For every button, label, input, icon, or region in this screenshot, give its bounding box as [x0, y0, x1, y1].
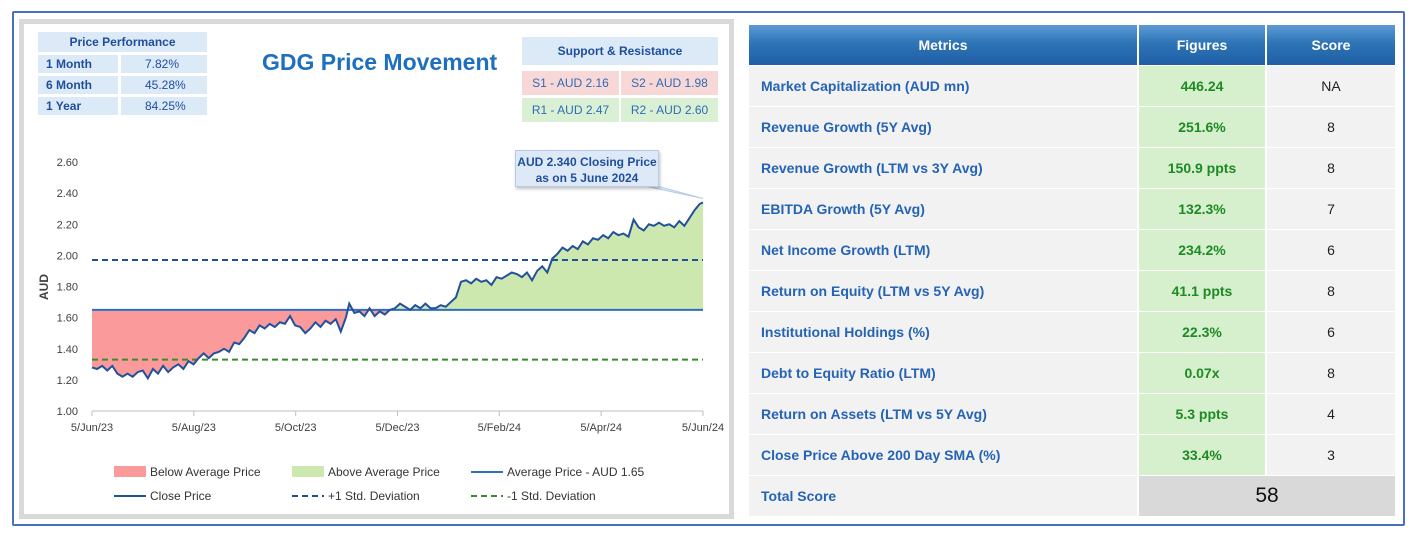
metric-name: Return on Assets (LTM vs 5Y Avg)	[749, 394, 1137, 434]
metric-score: 3	[1267, 435, 1395, 475]
callout-line-2: as on 5 June 2024	[535, 171, 639, 185]
below-average-area	[92, 309, 390, 379]
y-tick-label: 1.60	[57, 313, 78, 325]
perf-value-1m: 7.82%	[121, 55, 207, 73]
metric-name: Market Capitalization (AUD mn)	[749, 66, 1137, 106]
callout-line-1: AUD 2.340 Closing Price	[517, 155, 657, 169]
legend-label: -1 Std. Deviation	[507, 489, 596, 503]
perf-label-6m: 6 Month	[38, 76, 118, 94]
legend-label: Average Price - AUD 1.65	[507, 465, 645, 479]
total-score-value: 58	[1139, 476, 1395, 516]
total-score-label: Total Score	[749, 476, 1137, 516]
legend-swatch	[292, 466, 324, 477]
table-row: Market Capitalization (AUD mn) 446.24 NA	[749, 66, 1395, 106]
y-axis-label: AUD	[37, 274, 51, 300]
metric-score: 8	[1267, 107, 1395, 147]
callout-pointer	[644, 185, 704, 199]
x-tick-label: 5/Dec/23	[375, 422, 419, 434]
x-tick-label: 5/Feb/24	[478, 422, 521, 434]
table-row: EBITDA Growth (5Y Avg) 132.3% 7	[749, 189, 1395, 229]
price-performance-header: Price Performance	[38, 32, 207, 52]
table-row: Revenue Growth (5Y Avg) 251.6% 8	[749, 107, 1395, 147]
x-tick-label: 5/Jun/24	[682, 422, 724, 434]
chart-title: GDG Price Movement	[262, 49, 498, 75]
metric-name: Institutional Holdings (%)	[749, 312, 1137, 352]
metric-name: Net Income Growth (LTM)	[749, 230, 1137, 270]
perf-label-1y: 1 Year	[38, 97, 118, 115]
y-tick-label: 1.80	[57, 282, 78, 294]
metric-name: Close Price Above 200 Day SMA (%)	[749, 435, 1137, 475]
table-row: Debt to Equity Ratio (LTM) 0.07x 8	[749, 353, 1395, 393]
table-row: Return on Assets (LTM vs 5Y Avg) 5.3 ppts…	[749, 394, 1395, 434]
metric-score: 8	[1267, 148, 1395, 188]
perf-value-6m: 45.28%	[121, 76, 207, 94]
legend-label: Above Average Price	[328, 465, 440, 479]
y-tick-label: 2.60	[57, 157, 78, 169]
metric-figure: 251.6%	[1139, 107, 1265, 147]
metric-figure: 22.3%	[1139, 312, 1265, 352]
figures-header: Figures	[1139, 25, 1265, 65]
metrics-header: Metrics	[749, 25, 1137, 65]
x-tick-label: 5/Aug/23	[172, 422, 216, 434]
resistance-r1: R1 - AUD 2.47	[522, 98, 619, 122]
x-tick-label: 5/Jun/23	[71, 422, 113, 434]
y-tick-label: 2.40	[57, 188, 78, 200]
table-row: Institutional Holdings (%) 22.3% 6	[749, 312, 1395, 352]
support-s2: S2 - AUD 1.98	[621, 71, 718, 95]
metric-figure: 5.3 ppts	[1139, 394, 1265, 434]
y-tick-label: 2.00	[57, 250, 78, 262]
metric-score: 7	[1267, 189, 1395, 229]
metric-figure: 234.2%	[1139, 230, 1265, 270]
metric-score: 4	[1267, 394, 1395, 434]
y-tick-label: 2.20	[57, 219, 78, 231]
resistance-r2: R2 - AUD 2.60	[621, 98, 718, 122]
x-tick-label: 5/Oct/23	[275, 422, 317, 434]
above-average-area	[347, 202, 703, 310]
metric-score: 6	[1267, 230, 1395, 270]
x-tick-label: 5/Apr/24	[580, 422, 622, 434]
legend-label: Close Price	[150, 489, 212, 503]
score-header: Score	[1267, 25, 1395, 65]
metric-figure: 0.07x	[1139, 353, 1265, 393]
closing-price-callout: AUD 2.340 Closing Price as on 5 June 202…	[515, 150, 659, 187]
table-row: Close Price Above 200 Day SMA (%) 33.4% 3	[749, 435, 1395, 475]
metric-name: Revenue Growth (5Y Avg)	[749, 107, 1137, 147]
legend-label: +1 Std. Deviation	[328, 489, 420, 503]
y-tick-label: 1.40	[57, 344, 78, 356]
support-s1: S1 - AUD 2.16	[522, 71, 619, 95]
perf-label-1m: 1 Month	[38, 55, 118, 73]
metric-figure: 446.24	[1139, 66, 1265, 106]
metric-name: Return on Equity (LTM vs 5Y Avg)	[749, 271, 1137, 311]
metric-score: 6	[1267, 312, 1395, 352]
metric-name: EBITDA Growth (5Y Avg)	[749, 189, 1137, 229]
y-tick-label: 1.20	[57, 375, 78, 387]
metric-score: 8	[1267, 271, 1395, 311]
perf-value-1y: 84.25%	[121, 97, 207, 115]
table-row: Net Income Growth (LTM) 234.2% 6	[749, 230, 1395, 270]
legend-swatch	[114, 466, 146, 477]
metric-figure: 33.4%	[1139, 435, 1265, 475]
support-resistance-header: Support & Resistance	[522, 37, 718, 65]
metric-name: Debt to Equity Ratio (LTM)	[749, 353, 1137, 393]
close-price-line	[91, 201, 704, 381]
table-row: Return on Equity (LTM vs 5Y Avg) 41.1 ppt…	[749, 271, 1395, 311]
table-row: Revenue Growth (LTM vs 3Y Avg) 150.9 ppts…	[749, 148, 1395, 188]
metrics-table: Metrics Figures Score Market Capitalizat…	[747, 24, 1397, 517]
legend-label: Below Average Price	[150, 465, 261, 479]
y-tick-label: 1.00	[57, 406, 78, 418]
metric-score: 8	[1267, 353, 1395, 393]
metric-figure: 150.9 ppts	[1139, 148, 1265, 188]
metric-name: Revenue Growth (LTM vs 3Y Avg)	[749, 148, 1137, 188]
metric-score: NA	[1267, 66, 1395, 106]
metric-figure: 41.1 ppts	[1139, 271, 1265, 311]
metric-figure: 132.3%	[1139, 189, 1265, 229]
